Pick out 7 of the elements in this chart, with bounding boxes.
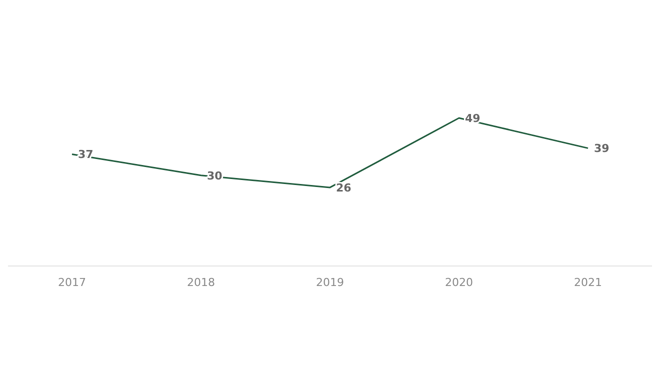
data-label: 39 — [594, 142, 610, 156]
x-tick-label: 2018 — [187, 276, 215, 289]
data-label: 26 — [336, 181, 352, 194]
x-tick-label: 2021 — [574, 276, 602, 289]
x-tick-label: 2017 — [58, 276, 86, 289]
x-tick-label: 2019 — [316, 276, 344, 289]
x-tick-label: 2020 — [445, 276, 473, 289]
